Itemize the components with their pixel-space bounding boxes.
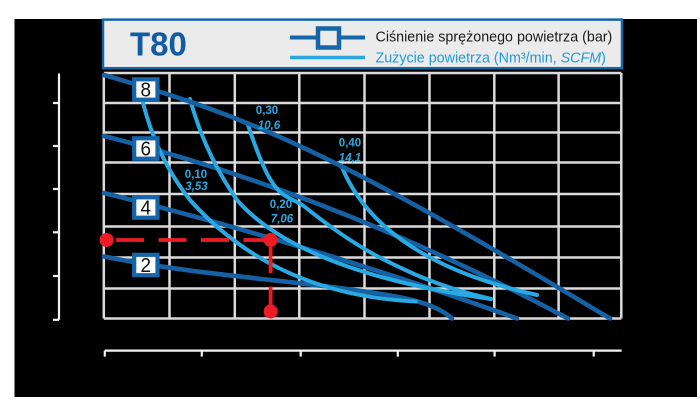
svg-text:7,06: 7,06 [271, 213, 294, 225]
svg-text:8: 8 [141, 80, 152, 102]
svg-text:10,6: 10,6 [258, 120, 281, 132]
svg-text:4: 4 [141, 198, 152, 220]
svg-text:3,53: 3,53 [185, 181, 208, 193]
svg-text:Ciśnienie sprężonego powietrza: Ciśnienie sprężonego powietrza (bar) [376, 30, 613, 46]
svg-text:0,30: 0,30 [256, 105, 278, 117]
svg-text:Zużycie powietrza (Nm³/min, SC: Zużycie powietrza (Nm³/min, SCFM) [376, 50, 606, 66]
svg-text:0,10: 0,10 [185, 169, 207, 181]
svg-text:0,20: 0,20 [270, 199, 292, 211]
svg-text:0,40: 0,40 [339, 138, 361, 150]
svg-text:T80: T80 [130, 25, 187, 62]
svg-text:14,1: 14,1 [339, 153, 361, 165]
svg-text:2: 2 [141, 255, 152, 277]
svg-text:6: 6 [141, 139, 152, 161]
